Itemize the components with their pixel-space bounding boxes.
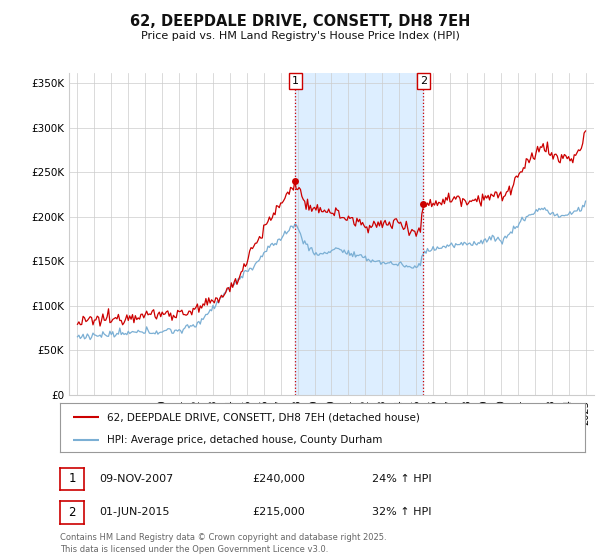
Text: 1: 1 <box>292 76 299 86</box>
Text: HPI: Average price, detached house, County Durham: HPI: Average price, detached house, Coun… <box>107 435 383 445</box>
Text: Price paid vs. HM Land Registry's House Price Index (HPI): Price paid vs. HM Land Registry's House … <box>140 31 460 41</box>
Text: £215,000: £215,000 <box>252 507 305 517</box>
Text: 2: 2 <box>68 506 76 519</box>
Text: 1: 1 <box>68 472 76 486</box>
Text: 01-JUN-2015: 01-JUN-2015 <box>99 507 170 517</box>
Text: Contains HM Land Registry data © Crown copyright and database right 2025.
This d: Contains HM Land Registry data © Crown c… <box>60 533 386 554</box>
Text: 62, DEEPDALE DRIVE, CONSETT, DH8 7EH: 62, DEEPDALE DRIVE, CONSETT, DH8 7EH <box>130 14 470 29</box>
Text: 32% ↑ HPI: 32% ↑ HPI <box>372 507 431 517</box>
Text: 2: 2 <box>420 76 427 86</box>
Text: 09-NOV-2007: 09-NOV-2007 <box>99 474 173 484</box>
Text: 24% ↑ HPI: 24% ↑ HPI <box>372 474 431 484</box>
Text: 62, DEEPDALE DRIVE, CONSETT, DH8 7EH (detached house): 62, DEEPDALE DRIVE, CONSETT, DH8 7EH (de… <box>107 412 420 422</box>
Text: £240,000: £240,000 <box>252 474 305 484</box>
Bar <box>295 73 423 395</box>
